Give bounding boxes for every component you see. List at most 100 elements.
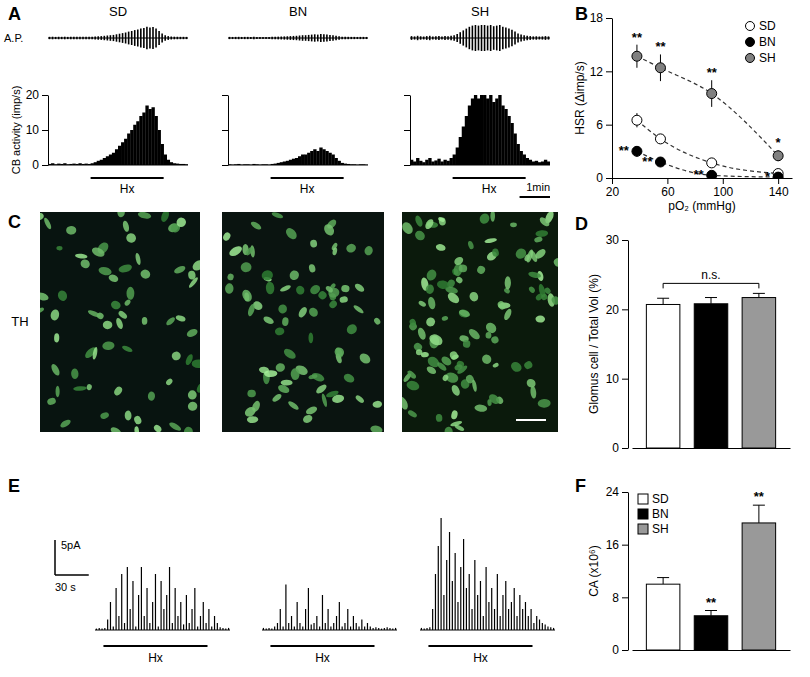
spike: [158, 627, 159, 631]
bar: [742, 298, 776, 448]
trace-baseline: [262, 630, 397, 631]
tick: 20: [26, 88, 48, 102]
ap-baseline: [410, 38, 550, 39]
cell-texture: [275, 362, 286, 372]
rate-bin: [547, 162, 550, 166]
spike: [113, 627, 114, 631]
spike: [539, 620, 540, 631]
ap-burst: [411, 36, 413, 40]
rate-bin: [106, 156, 109, 165]
y-axis-line: [48, 96, 49, 166]
bar: [742, 523, 776, 650]
spike: [325, 623, 326, 630]
tick-label: 100: [713, 185, 733, 199]
ap-burst: [155, 29, 157, 48]
ap-burst: [256, 37, 258, 39]
spike: [435, 574, 436, 630]
spike: [356, 623, 357, 630]
spike: [347, 609, 348, 630]
rate-bin: [495, 99, 498, 166]
ap-burst: [529, 36, 531, 40]
cell-texture: [244, 246, 254, 256]
ap-burst: [232, 37, 234, 39]
ap-burst: [290, 36, 292, 40]
ap-burst: [161, 33, 163, 42]
spike: [494, 609, 495, 630]
rate-bin: [501, 106, 504, 166]
spike: [440, 518, 441, 630]
rate-bin: [155, 116, 158, 165]
cell-texture: [265, 281, 274, 294]
cell-texture: [424, 316, 436, 329]
cell-texture: [552, 257, 558, 268]
legend-marker: [746, 38, 755, 47]
ap-burst: [536, 36, 538, 39]
spike: [135, 627, 136, 631]
scale-bar: [54, 540, 56, 575]
rate-bin: [118, 146, 121, 165]
spike: [432, 609, 433, 630]
cell-texture: [485, 332, 491, 339]
cell-texture: [353, 282, 365, 293]
rate-bin: [477, 99, 480, 166]
ap-burst: [487, 26, 489, 51]
cell-texture: [471, 379, 477, 392]
significance: **: [642, 154, 653, 169]
tick-mark: [606, 71, 612, 72]
ap-burst: [357, 37, 359, 39]
rate-bin: [425, 160, 428, 165]
tick-mark: [404, 130, 410, 131]
significance: **: [655, 39, 666, 54]
significance: *: [776, 135, 782, 150]
ap-trace: [50, 27, 187, 49]
stimulus-bar: [428, 645, 532, 647]
spike: [228, 628, 229, 630]
cell-texture: [297, 306, 309, 319]
rate-bin: [480, 95, 483, 165]
tick-label: 140: [769, 185, 789, 199]
ap-burst: [259, 37, 261, 39]
cell-texture: [148, 391, 156, 401]
stimulus-label: Hx: [315, 651, 330, 665]
rate-bin: [100, 160, 103, 165]
tick-label: 10: [606, 372, 620, 386]
spike: [384, 628, 385, 630]
cell-texture: [436, 361, 448, 372]
cell-texture: [109, 425, 123, 432]
spike: [536, 616, 537, 630]
panel-letter: E: [8, 476, 20, 496]
cell-texture: [538, 216, 551, 228]
ap-burst: [116, 34, 118, 41]
tick: 100: [713, 178, 733, 199]
trace-baseline: [420, 630, 555, 631]
scale-bar-label: 5pA: [61, 539, 81, 551]
ap-burst: [508, 29, 510, 48]
histogram: [48, 106, 188, 166]
spike: [460, 567, 461, 630]
spike: [372, 628, 373, 630]
ap-burst: [146, 27, 148, 49]
tick: 18: [590, 11, 612, 25]
rate-bin: [510, 123, 513, 165]
cell-texture: [247, 303, 256, 317]
cell-texture: [165, 377, 174, 386]
cell-texture: [40, 212, 45, 221]
tick-mark: [622, 545, 628, 546]
rate-bin: [298, 156, 301, 165]
point: [773, 172, 783, 179]
spike: [533, 623, 534, 630]
ap-burst: [317, 35, 319, 42]
ap-burst: [478, 26, 480, 51]
cell-texture: [454, 363, 464, 371]
error-cap: [705, 297, 717, 298]
error-cap: [705, 610, 717, 611]
ap-burst: [326, 35, 328, 42]
ap-trace: [230, 34, 367, 42]
cell-texture: [315, 383, 328, 395]
ap-burst: [308, 35, 310, 41]
cell-texture: [308, 332, 313, 343]
ap-burst: [514, 32, 516, 45]
tick: 20: [606, 178, 620, 199]
point: [707, 170, 717, 179]
spike: [104, 628, 105, 630]
